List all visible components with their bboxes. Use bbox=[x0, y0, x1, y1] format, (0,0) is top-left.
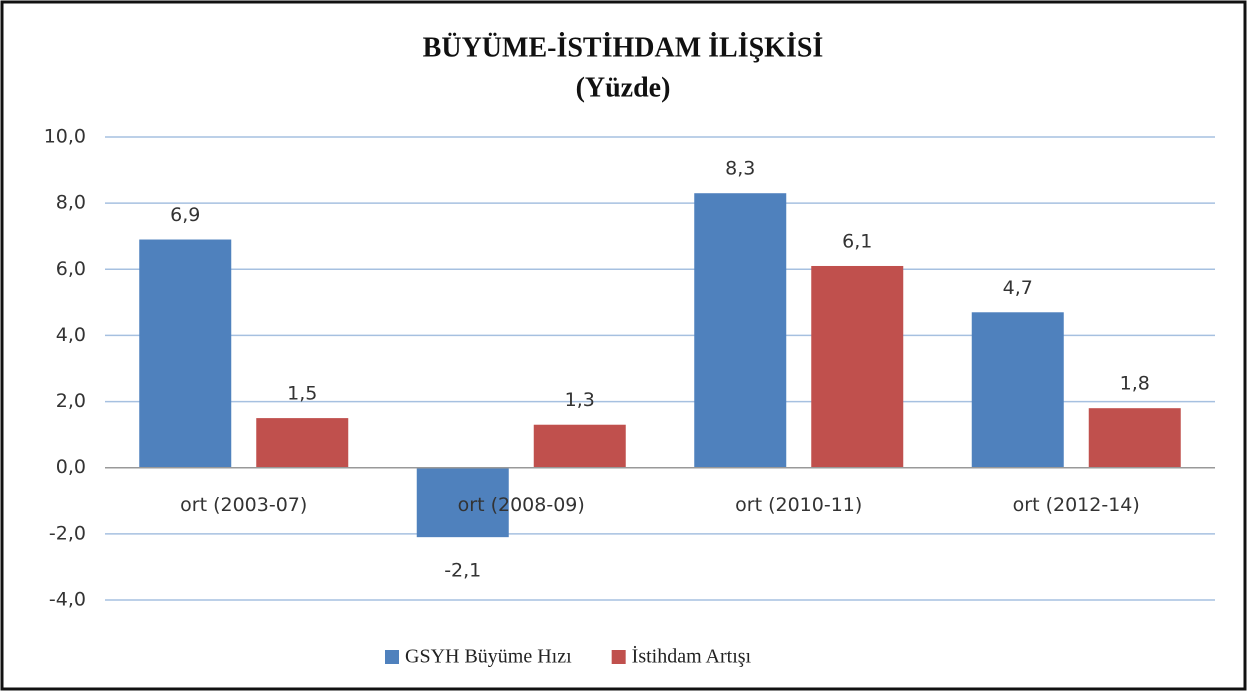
data-label: 1,5 bbox=[287, 383, 317, 405]
data-label: 4,7 bbox=[1003, 277, 1033, 299]
y-tick-label: 6,0 bbox=[56, 258, 86, 280]
y-tick-label: 8,0 bbox=[56, 192, 86, 214]
data-label: 6,1 bbox=[842, 230, 872, 252]
y-tick-label: -2,0 bbox=[49, 522, 86, 544]
y-tick-label: -4,0 bbox=[49, 589, 86, 611]
data-label: 6,9 bbox=[170, 204, 200, 226]
data-label: 8,3 bbox=[725, 158, 755, 180]
bar bbox=[256, 418, 349, 468]
chart-title: BÜYÜME-İSTİHDAM İLİŞKİSİ bbox=[423, 32, 824, 63]
x-tick-label: ort (2010-11) bbox=[735, 494, 862, 516]
bar bbox=[139, 239, 232, 468]
x-tick-label: ort (2003-07) bbox=[180, 494, 307, 516]
legend-label: GSYH Büyüme Hızı bbox=[405, 646, 572, 668]
y-tick-label: 10,0 bbox=[44, 126, 86, 148]
bar bbox=[533, 424, 626, 468]
bar bbox=[694, 193, 787, 468]
y-tick-label: 2,0 bbox=[56, 390, 86, 412]
data-label: 1,3 bbox=[565, 389, 595, 411]
legend-label: İstihdam Artışı bbox=[632, 645, 752, 668]
x-tick-label: ort (2012-14) bbox=[1013, 494, 1140, 516]
legend-swatch bbox=[385, 650, 399, 664]
bar bbox=[971, 312, 1064, 468]
chart-subtitle: (Yüzde) bbox=[576, 72, 671, 103]
data-label: 1,8 bbox=[1120, 373, 1150, 395]
bar bbox=[1088, 408, 1181, 468]
x-tick-label: ort (2008-09) bbox=[458, 494, 585, 516]
legend-swatch bbox=[611, 650, 626, 664]
y-tick-label: 4,0 bbox=[56, 324, 86, 346]
data-label: -2,1 bbox=[444, 560, 481, 582]
bar bbox=[416, 467, 509, 538]
bar bbox=[811, 265, 904, 468]
y-tick-label: 0,0 bbox=[56, 456, 86, 478]
